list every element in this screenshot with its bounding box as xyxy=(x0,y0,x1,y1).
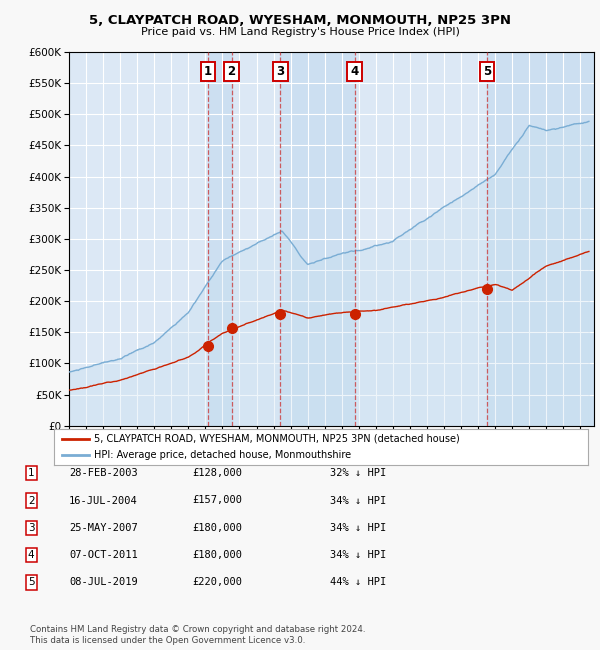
Text: 5: 5 xyxy=(28,577,35,588)
Text: 3: 3 xyxy=(277,65,284,78)
Text: £220,000: £220,000 xyxy=(192,577,242,588)
Text: 25-MAY-2007: 25-MAY-2007 xyxy=(69,523,138,533)
Text: £128,000: £128,000 xyxy=(192,468,242,478)
Text: 07-OCT-2011: 07-OCT-2011 xyxy=(69,550,138,560)
Text: 44% ↓ HPI: 44% ↓ HPI xyxy=(330,577,386,588)
Text: 4: 4 xyxy=(351,65,359,78)
Text: Contains HM Land Registry data © Crown copyright and database right 2024.
This d: Contains HM Land Registry data © Crown c… xyxy=(30,625,365,645)
Text: 34% ↓ HPI: 34% ↓ HPI xyxy=(330,495,386,506)
Text: £157,000: £157,000 xyxy=(192,495,242,506)
Text: 28-FEB-2003: 28-FEB-2003 xyxy=(69,468,138,478)
Bar xyxy=(208,52,232,426)
Text: 1: 1 xyxy=(204,65,212,78)
Text: 32% ↓ HPI: 32% ↓ HPI xyxy=(330,468,386,478)
Text: 3: 3 xyxy=(28,523,35,533)
Text: 1: 1 xyxy=(28,468,35,478)
Text: 2: 2 xyxy=(227,65,236,78)
Text: 5: 5 xyxy=(483,65,491,78)
Bar xyxy=(280,52,355,426)
Text: £180,000: £180,000 xyxy=(192,550,242,560)
Text: HPI: Average price, detached house, Monmouthshire: HPI: Average price, detached house, Monm… xyxy=(94,450,351,460)
Bar xyxy=(487,52,594,426)
Text: 2: 2 xyxy=(28,495,35,506)
Text: Price paid vs. HM Land Registry's House Price Index (HPI): Price paid vs. HM Land Registry's House … xyxy=(140,27,460,37)
Text: £180,000: £180,000 xyxy=(192,523,242,533)
Text: 16-JUL-2004: 16-JUL-2004 xyxy=(69,495,138,506)
Text: 34% ↓ HPI: 34% ↓ HPI xyxy=(330,523,386,533)
Text: 34% ↓ HPI: 34% ↓ HPI xyxy=(330,550,386,560)
Text: 4: 4 xyxy=(28,550,35,560)
Text: 08-JUL-2019: 08-JUL-2019 xyxy=(69,577,138,588)
Text: 5, CLAYPATCH ROAD, WYESHAM, MONMOUTH, NP25 3PN: 5, CLAYPATCH ROAD, WYESHAM, MONMOUTH, NP… xyxy=(89,14,511,27)
Text: 5, CLAYPATCH ROAD, WYESHAM, MONMOUTH, NP25 3PN (detached house): 5, CLAYPATCH ROAD, WYESHAM, MONMOUTH, NP… xyxy=(94,434,460,444)
